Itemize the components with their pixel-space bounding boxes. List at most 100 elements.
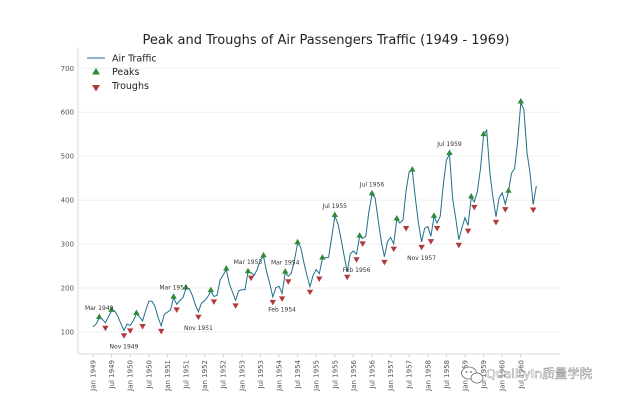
y-tick-label: 400 [61, 197, 74, 205]
trough-marker [316, 276, 323, 283]
y-tick-label: 700 [61, 65, 74, 73]
peak-markers [96, 98, 524, 319]
x-tick-label: Jan 1958 [424, 360, 432, 392]
peak-marker [430, 212, 438, 218]
peak-marker [409, 166, 416, 172]
y-tick-label: 200 [61, 285, 74, 293]
trough-marker [232, 303, 239, 309]
x-tick-labels: Jan 1949 Jul 1949 Jan 1950 Jul 1950 Jan 1951… [90, 359, 526, 391]
trough-marker [344, 274, 351, 281]
x-tick-label: Jul 1960 [517, 360, 525, 390]
y-tick-labels: 100 200 300 400 500 600 700 [61, 65, 74, 337]
x-tick-label: Jul 1957 [406, 360, 414, 390]
x-tick-label: Jul 1950 [145, 360, 153, 390]
x-tick-label: Jan 1954 [276, 359, 284, 391]
peak-marker [480, 130, 487, 137]
trough-marker [139, 324, 146, 330]
trough-marker [306, 289, 314, 296]
x-tick-label: Jan 1960 [499, 360, 507, 392]
watermark-text: QualityIn质量学院 [486, 366, 593, 381]
series-line-air-traffic [92, 102, 537, 332]
trough-marker [158, 328, 165, 335]
trough-marker [418, 244, 425, 251]
peak-marker [223, 265, 230, 271]
peak-marker [393, 214, 400, 221]
x-tick-label: Jul 1949 [108, 360, 116, 390]
x-tick-label: Jan 1955 [313, 360, 321, 392]
trough-marker [402, 225, 410, 232]
trough-marker [455, 242, 462, 249]
x-tick-label: Jan 1950 [127, 360, 135, 392]
trough-marker [464, 228, 472, 235]
trough-marker [120, 333, 128, 339]
wechat-icon [461, 366, 484, 384]
y-tick-label: 500 [61, 153, 74, 161]
gridlines [78, 67, 560, 333]
trough-marker [285, 279, 292, 285]
x-tick-label: Jan 1952 [201, 360, 209, 392]
annotation-label: Jul 1955 [322, 203, 348, 210]
annotation-label: Nov 1949 [110, 343, 139, 350]
trough-marker [210, 299, 218, 305]
peak-marker [244, 267, 252, 274]
trough-marker [427, 239, 435, 245]
trough-marker [269, 299, 276, 306]
peak-marker [368, 189, 376, 196]
legend-trough-swatch [92, 85, 100, 92]
annotation-label: Mar 1954 [271, 260, 300, 267]
y-tick-label: 300 [61, 241, 74, 249]
axes [77, 47, 560, 357]
trough-marker [102, 325, 109, 332]
peak-marker [182, 283, 190, 290]
annotation-label: Mar 1953 [234, 259, 263, 266]
peak-marker [108, 306, 115, 312]
peak-marker [282, 268, 289, 274]
peak-marker [446, 149, 453, 155]
trough-marker [247, 275, 255, 282]
peak-marker [468, 193, 475, 199]
peak-marker [207, 286, 214, 293]
chart-title: Peak and Troughs of Air Passengers Traff… [143, 33, 510, 48]
peak-marker [133, 309, 140, 315]
legend-label-peaks: Peaks [112, 67, 140, 78]
x-tick-label: Jul 1954 [294, 359, 302, 389]
peak-marker [260, 251, 267, 258]
annotation-label: Jul 1959 [436, 141, 462, 148]
peak-marker [331, 211, 338, 217]
trough-marker [127, 328, 134, 334]
trough-marker [502, 207, 509, 213]
peak-marker [505, 187, 512, 193]
x-tick-label: Jan 1953 [238, 360, 246, 392]
x-tick-label: Jul 1958 [443, 360, 451, 390]
peak-marker [356, 232, 363, 238]
x-tick-label: Jul 1956 [369, 359, 377, 389]
trough-marker [381, 259, 388, 266]
trough-marker [353, 257, 360, 263]
annotation-label: Jul 1956 [359, 181, 385, 188]
trough-marker [433, 225, 441, 232]
peak-marker [170, 293, 177, 299]
trough-marker [195, 314, 202, 321]
peak-marker [517, 98, 524, 104]
trough-markers [102, 204, 537, 339]
legend-label-air-traffic: Air Traffic [112, 54, 157, 65]
peak-marker [294, 238, 301, 245]
annotation-label: Nov 1957 [407, 255, 436, 262]
x-tick-label: Jan 1956 [350, 359, 358, 391]
x-tick-label: Jul 1952 [220, 360, 228, 390]
legend-label-troughs: Troughs [111, 81, 149, 92]
x-tick-label: Jul 1955 [331, 360, 339, 390]
trough-marker [390, 246, 397, 253]
x-tick-label: Jan 1951 [164, 360, 172, 392]
annotation-label: Feb 1956 [343, 267, 371, 274]
x-tick-label: Jul 1953 [257, 360, 265, 390]
annotation-label: Feb 1954 [268, 306, 296, 313]
annotation-label: Nov 1951 [184, 325, 213, 332]
x-tick-label: Jul 1959 [480, 360, 488, 390]
watermark: QualityIn质量学院 [461, 366, 593, 384]
y-tick-label: 100 [61, 329, 74, 337]
trough-marker [278, 296, 286, 302]
